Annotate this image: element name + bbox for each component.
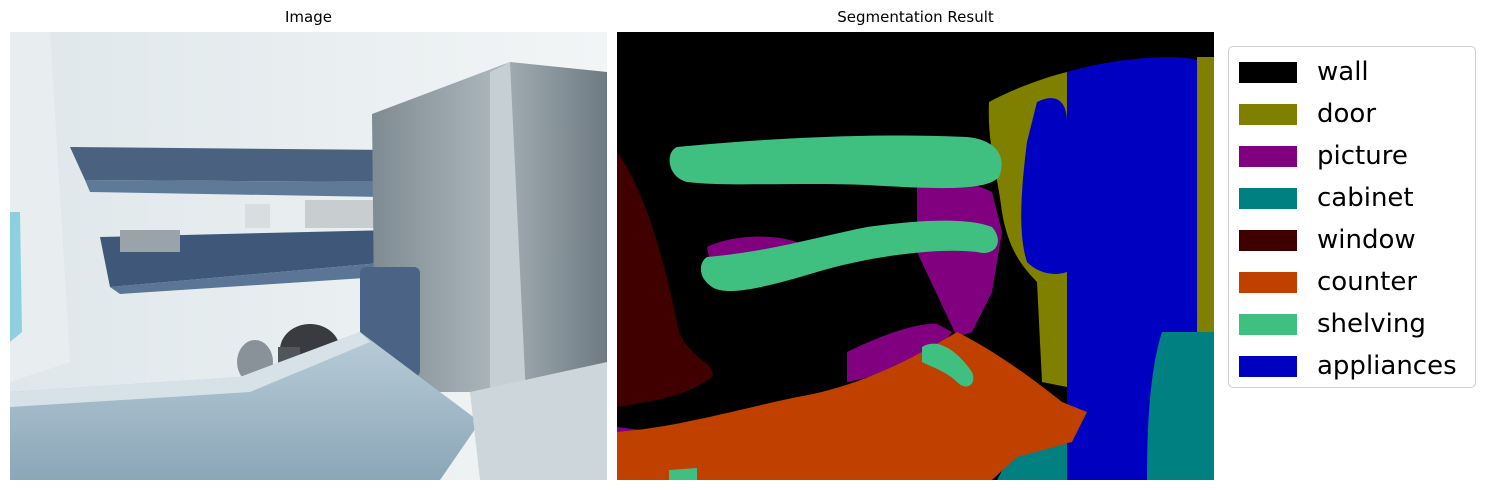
legend-swatch (1239, 271, 1297, 293)
segment-shelving (669, 135, 1002, 189)
segmentation-panel-title: Segmentation Result (837, 8, 994, 26)
image-panel-title: Image (285, 8, 332, 26)
legend-swatch (1239, 61, 1297, 83)
legend-swatch (1239, 313, 1297, 335)
segment-appliances (1021, 98, 1067, 274)
legend-label: window (1317, 225, 1416, 255)
legend: wall door picture cabinet window counter shelv… (1228, 46, 1476, 388)
legend-swatch (1239, 229, 1297, 251)
segment-cabinet (1147, 332, 1214, 480)
legend-label: shelving (1317, 309, 1426, 339)
legend-item-window: window (1239, 225, 1416, 255)
legend-label: picture (1317, 141, 1408, 171)
legend-item-shelving: shelving (1239, 309, 1426, 339)
segment-window (617, 152, 713, 407)
kitchen-photo (10, 32, 607, 480)
legend-label: appliances (1317, 351, 1457, 381)
segment-appliances (1067, 57, 1197, 480)
segment-picture (917, 172, 1002, 337)
legend-label: wall (1317, 57, 1369, 87)
segment-door (1197, 57, 1214, 332)
segment-picture (847, 323, 952, 382)
legend-item-door: door (1239, 99, 1376, 129)
legend-label: counter (1317, 267, 1418, 297)
legend-item-wall: wall (1239, 57, 1369, 87)
legend-swatch (1239, 103, 1297, 125)
legend-swatch (1239, 355, 1297, 377)
legend-item-appliances: appliances (1239, 351, 1457, 381)
legend-label: cabinet (1317, 183, 1414, 213)
legend-swatch (1239, 145, 1297, 167)
legend-item-counter: counter (1239, 267, 1417, 297)
legend-label: door (1317, 99, 1377, 129)
segmentation-map (617, 32, 1214, 480)
legend-item-cabinet: cabinet (1239, 183, 1414, 213)
segment-shelving (700, 220, 998, 292)
legend-swatch (1239, 187, 1297, 209)
segment-shelving (669, 468, 697, 480)
legend-item-picture: picture (1239, 141, 1408, 171)
segment-shelving (922, 343, 974, 387)
